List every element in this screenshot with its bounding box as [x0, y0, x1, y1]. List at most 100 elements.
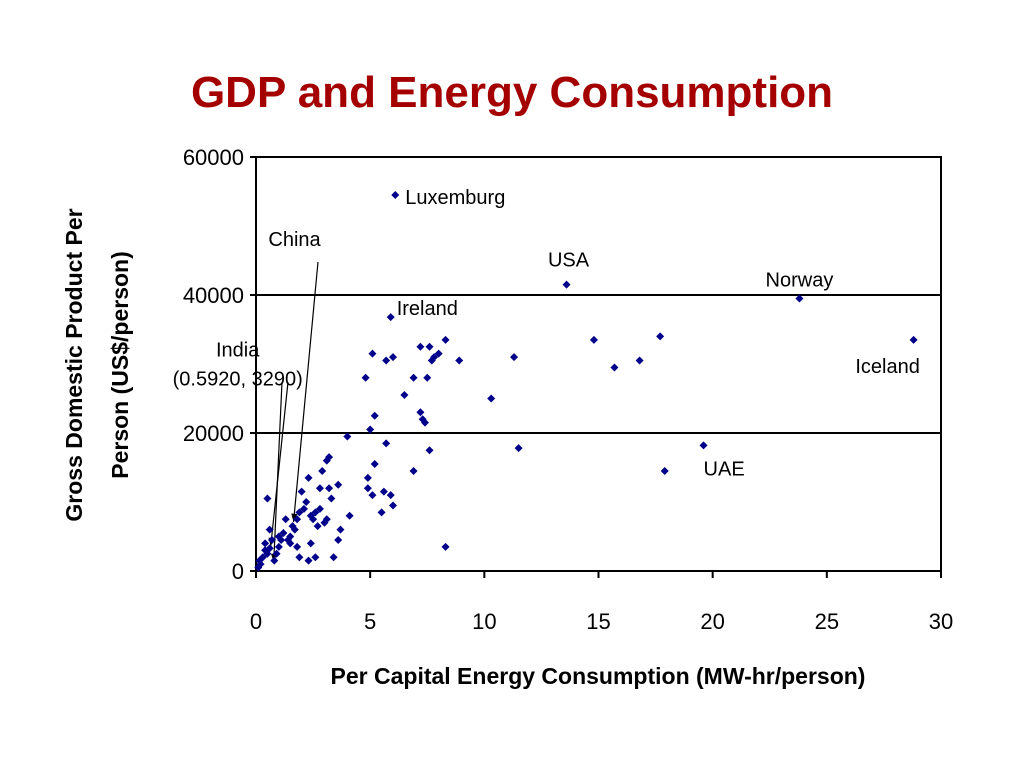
- data-point: [441, 335, 450, 344]
- data-point: [363, 484, 372, 493]
- data-point: [363, 473, 372, 482]
- data-point: [263, 494, 272, 503]
- annotation-label: Luxemburg: [405, 187, 505, 209]
- data-point: [382, 356, 391, 365]
- data-point: [416, 408, 425, 417]
- data-point: [368, 491, 377, 500]
- data-point: [299, 504, 308, 513]
- callout-lines: [268, 261, 319, 563]
- data-point: [423, 373, 432, 382]
- data-point: [322, 456, 331, 465]
- data-point: [409, 373, 418, 382]
- data-point: [425, 446, 434, 455]
- data-point: [389, 353, 397, 362]
- data-point: [368, 349, 377, 358]
- callout-line: [292, 261, 319, 523]
- data-point: [265, 525, 274, 534]
- x-tick-label: 10: [472, 609, 496, 634]
- data-point: [382, 439, 391, 448]
- data-point: [322, 515, 331, 524]
- annotation-label: USA: [548, 250, 590, 272]
- data-point: [295, 508, 304, 517]
- data-point: [389, 501, 397, 510]
- data-point: [311, 553, 320, 562]
- data-point: [361, 373, 370, 382]
- data-point: [377, 508, 386, 517]
- data-point: [311, 508, 320, 517]
- data-point: [909, 335, 918, 344]
- data-point: [425, 342, 434, 351]
- data-point: [386, 313, 395, 322]
- data-point: [589, 335, 598, 344]
- data-point: [487, 394, 496, 403]
- data-point: [261, 539, 270, 548]
- data-point: [409, 466, 418, 475]
- y-tick-label: 20000: [183, 421, 244, 446]
- data-point: [345, 511, 354, 520]
- data-point: [255, 556, 264, 565]
- data-point: [283, 535, 292, 544]
- data-point: [334, 480, 343, 489]
- data-point: [315, 484, 324, 493]
- x-tick-label: 0: [250, 609, 262, 634]
- callout-line: [270, 381, 289, 547]
- annotation-labels: Luxemburg China USA Norway Ireland India (0.59…: [173, 187, 920, 480]
- data-point: [391, 190, 400, 199]
- data-point: [306, 539, 315, 548]
- data-point: [254, 563, 263, 572]
- data-point: [304, 556, 313, 565]
- data-point: [370, 460, 379, 469]
- data-point: [441, 542, 450, 551]
- y-axis-title-line-2: Person (US$/person): [107, 251, 133, 479]
- data-point: [334, 535, 343, 544]
- data-point: [430, 353, 439, 362]
- data-point: [272, 549, 281, 558]
- annotation-label: Ireland: [397, 298, 458, 320]
- annotation-label: China: [268, 229, 321, 251]
- data-point: [274, 542, 283, 551]
- data-point: [336, 525, 345, 534]
- data-point: [510, 353, 519, 362]
- slide-title: GDP and Energy Consumption: [190, 68, 834, 117]
- data-point: [261, 546, 270, 555]
- data-point: [318, 466, 327, 475]
- data-point: [327, 494, 336, 503]
- data-point: [379, 487, 388, 496]
- data-point: [370, 411, 379, 420]
- data-point: [270, 556, 279, 565]
- data-point: [288, 522, 297, 531]
- data-point: [660, 466, 669, 475]
- data-point: [610, 363, 619, 372]
- data-point: [420, 418, 429, 427]
- y-tick-label: 40000: [183, 283, 244, 308]
- data-point: [699, 441, 708, 450]
- data-point: [416, 342, 425, 351]
- data-point: [302, 498, 311, 506]
- data-point: [315, 504, 324, 513]
- x-axis-title: Per Capital Energy Consumption (MW-hr/pe…: [331, 663, 866, 689]
- data-point: [514, 444, 523, 453]
- data-point: [267, 535, 276, 544]
- data-point: [386, 491, 395, 500]
- x-tick-label: 20: [700, 609, 724, 634]
- axis-ticks: 0 20000 40000 60000 0 5 10 15 20 25 30: [183, 145, 953, 634]
- y-tick-label: 60000: [183, 145, 244, 170]
- data-point: [306, 511, 315, 520]
- callout-arrowhead: [291, 513, 298, 523]
- data-point: [304, 473, 313, 482]
- data-point: [343, 432, 352, 441]
- x-tick-label: 30: [929, 609, 953, 634]
- data-point: [366, 425, 375, 434]
- data-point: [656, 332, 665, 341]
- data-points: [254, 190, 918, 572]
- data-point: [313, 522, 322, 531]
- data-point: [562, 280, 571, 289]
- data-point: [400, 391, 409, 400]
- annotation-label: UAE: [704, 458, 745, 480]
- annotation-label: (0.5920, 3290): [173, 368, 303, 390]
- annotation-label: Norway: [766, 269, 834, 291]
- data-point: [635, 356, 644, 365]
- plot-frame: [255, 156, 942, 572]
- y-tick-label: 0: [232, 559, 244, 584]
- gridlines: [256, 294, 941, 434]
